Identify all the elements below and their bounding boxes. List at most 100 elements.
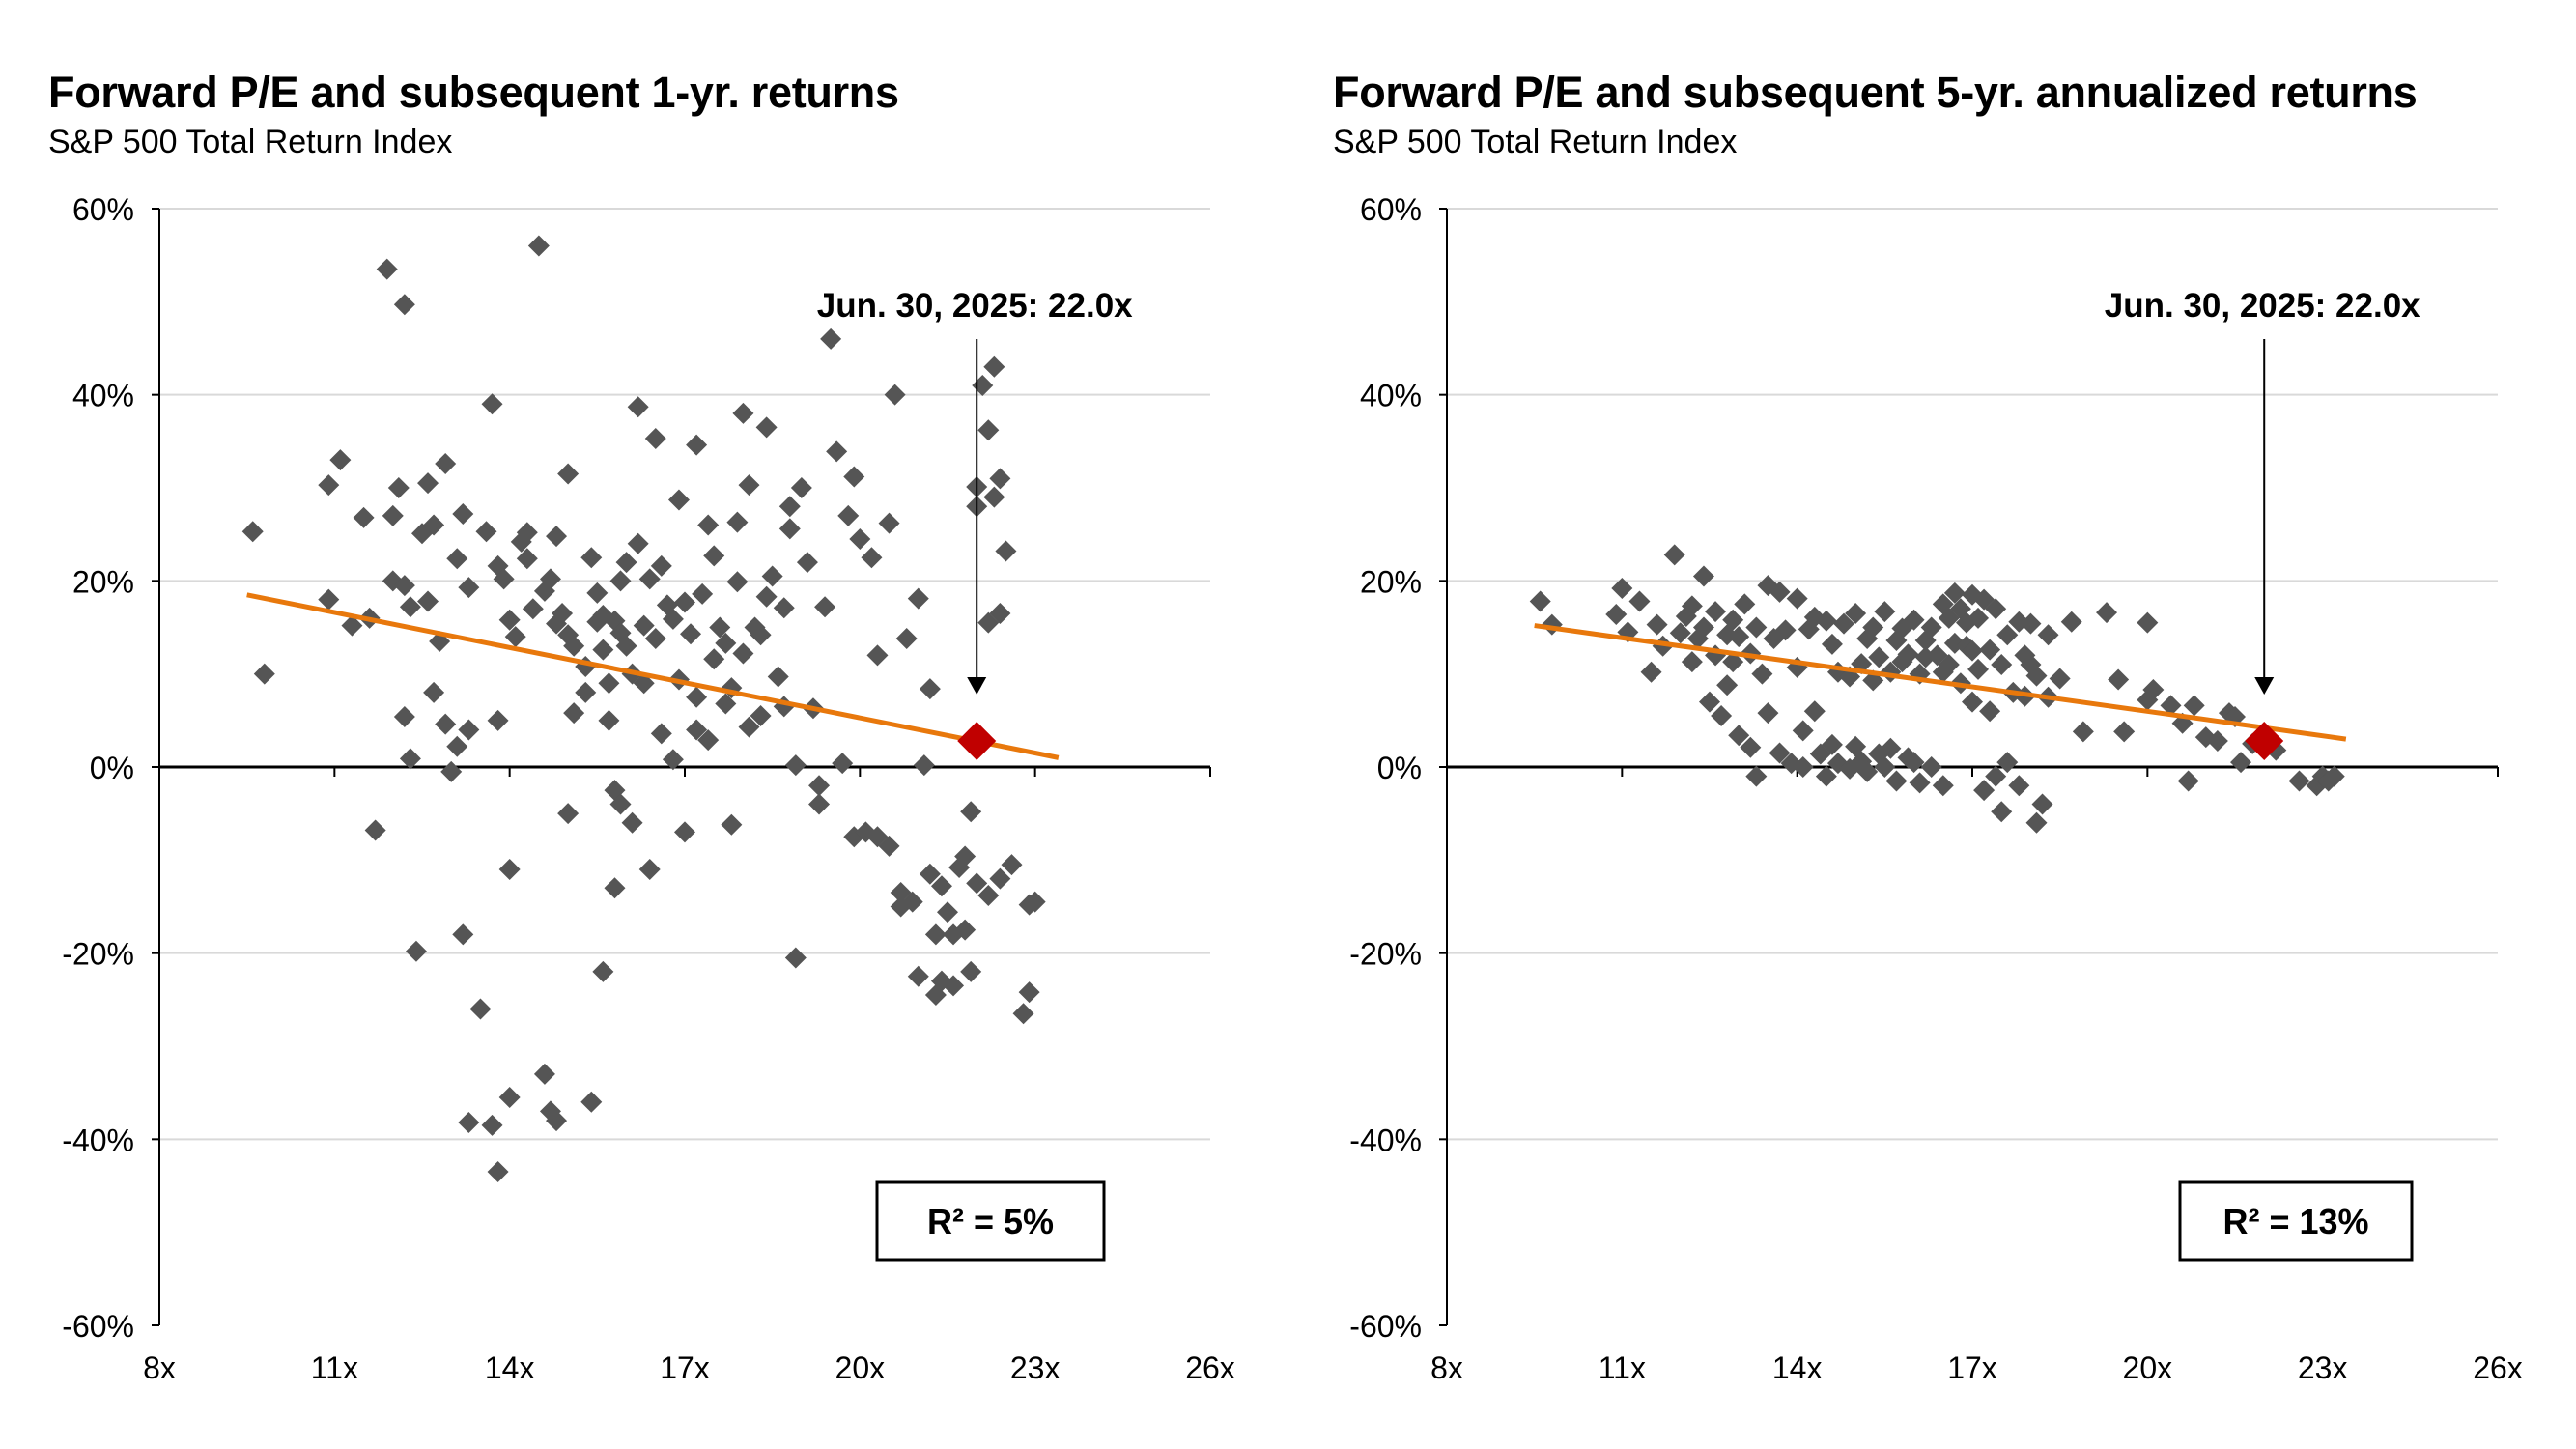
scatter-point: [738, 474, 760, 497]
scatter-point: [820, 327, 842, 350]
scatter-point: [1792, 720, 1814, 742]
scatter-point: [1885, 770, 1908, 792]
scatter-point: [435, 713, 457, 735]
scatter-point: [1751, 663, 1773, 685]
scatter-point: [726, 511, 749, 533]
r-squared-box: [875, 1180, 1106, 1262]
scatter-point: [592, 960, 614, 982]
scatter-point: [399, 596, 421, 618]
scatter-point: [989, 468, 1011, 490]
x-tick-label: 14x: [485, 1350, 535, 1385]
scatter-point: [1932, 593, 1954, 615]
scatter-point: [1681, 651, 1703, 673]
scatter-point: [546, 1110, 568, 1132]
scatter-point: [1914, 646, 1937, 668]
scatter-point: [884, 384, 906, 406]
scatter-point: [686, 434, 708, 456]
y-tick-label: 20%: [1360, 564, 1422, 599]
scatter-point: [761, 565, 783, 587]
scatter-point: [1798, 618, 1820, 640]
scatter-point: [1943, 632, 1966, 654]
scatter-point: [353, 506, 375, 528]
scatter-point: [563, 635, 585, 657]
scatter-point: [808, 775, 831, 797]
x-tick-label: 20x: [835, 1350, 886, 1385]
scatter-point: [1914, 629, 1937, 651]
scatter-point: [609, 570, 632, 592]
x-tick-label: 23x: [2298, 1350, 2348, 1385]
scatter-point: [563, 702, 585, 724]
y-tick-label: 60%: [1360, 192, 1422, 227]
scatter-point: [627, 396, 649, 418]
chart-panel-5yr: Forward P/E and subsequent 5-yr. annuali…: [1288, 0, 2575, 1449]
x-tick-label: 8x: [1430, 1350, 1463, 1385]
scatter-point: [598, 709, 620, 731]
scatter-point: [895, 628, 918, 650]
scatter-point: [1874, 756, 1896, 778]
scatter-point: [1803, 606, 1826, 628]
scatter-point: [732, 402, 754, 424]
scatter-point: [533, 1063, 555, 1085]
scatter-point: [843, 466, 865, 488]
scatter-point: [1728, 724, 1750, 747]
scatter-point: [2265, 739, 2287, 761]
scatter-point: [481, 1114, 503, 1136]
chart-subtitle: S&P 500 Total Return Index: [1333, 124, 1738, 160]
scatter-point: [907, 965, 929, 987]
y-tick-label: -60%: [1349, 1309, 1422, 1344]
r-squared-box: [2178, 1180, 2414, 1262]
scatter-point: [440, 760, 463, 782]
scatter-point: [697, 729, 720, 752]
scatter-point: [778, 496, 801, 518]
scatter-point: [364, 819, 386, 841]
scatter-point: [667, 489, 690, 511]
scatter-point: [1903, 609, 1925, 631]
scatter-point: [1652, 635, 1674, 657]
y-tick-label: 20%: [72, 564, 134, 599]
scatter-point: [329, 449, 352, 471]
y-tick-label: 60%: [72, 192, 134, 227]
chart-panel-1yr: Forward P/E and subsequent 1-yr. returns…: [48, 68, 1235, 1385]
scatter-point: [674, 821, 695, 843]
scatter-point: [662, 608, 684, 630]
scatter-point: [1681, 595, 1703, 617]
scatter-point: [1686, 628, 1709, 650]
scatter-point: [650, 554, 672, 577]
scatter-point: [1692, 565, 1714, 587]
scatter-point: [2177, 770, 2199, 792]
scatter-point: [446, 548, 468, 570]
scatter-point: [960, 960, 982, 982]
scatter-point: [615, 635, 637, 657]
y-tick-label: -20%: [1349, 937, 1422, 972]
scatter-point: [919, 678, 941, 700]
scatter-point: [1774, 619, 1797, 641]
scatter-point: [808, 793, 831, 815]
scatter-point: [435, 452, 457, 474]
current-valuation-point: [957, 722, 997, 761]
x-tick-label: 8x: [143, 1350, 176, 1385]
scatter-point: [633, 614, 655, 637]
scatter-point: [826, 440, 848, 463]
x-tick-label: 23x: [1010, 1350, 1061, 1385]
scatter-point: [907, 587, 929, 610]
scatter-point: [1985, 598, 2007, 620]
scatter-point: [1611, 578, 1633, 600]
scatter-point: [773, 597, 795, 619]
scatter-point: [1769, 742, 1791, 764]
x-tick-label: 20x: [2123, 1350, 2173, 1385]
scatter-point: [2160, 695, 2182, 717]
scatter-point: [458, 577, 480, 599]
scatter-point: [417, 590, 439, 612]
scatter-point: [1012, 1003, 1034, 1025]
annotation-label: Jun. 30, 2025: 22.0x: [2105, 287, 2420, 325]
scatter-point: [2060, 611, 2082, 633]
x-tick-label: 26x: [2473, 1350, 2523, 1385]
scatter-point: [1728, 626, 1750, 648]
scatter-point: [715, 693, 737, 715]
scatter-point: [2183, 695, 2205, 717]
scatter-point: [1991, 801, 2013, 823]
x-tick-label: 17x: [660, 1350, 710, 1385]
scatter-point: [487, 709, 509, 731]
scatter-point: [417, 472, 439, 495]
scatter-point: [393, 705, 415, 727]
